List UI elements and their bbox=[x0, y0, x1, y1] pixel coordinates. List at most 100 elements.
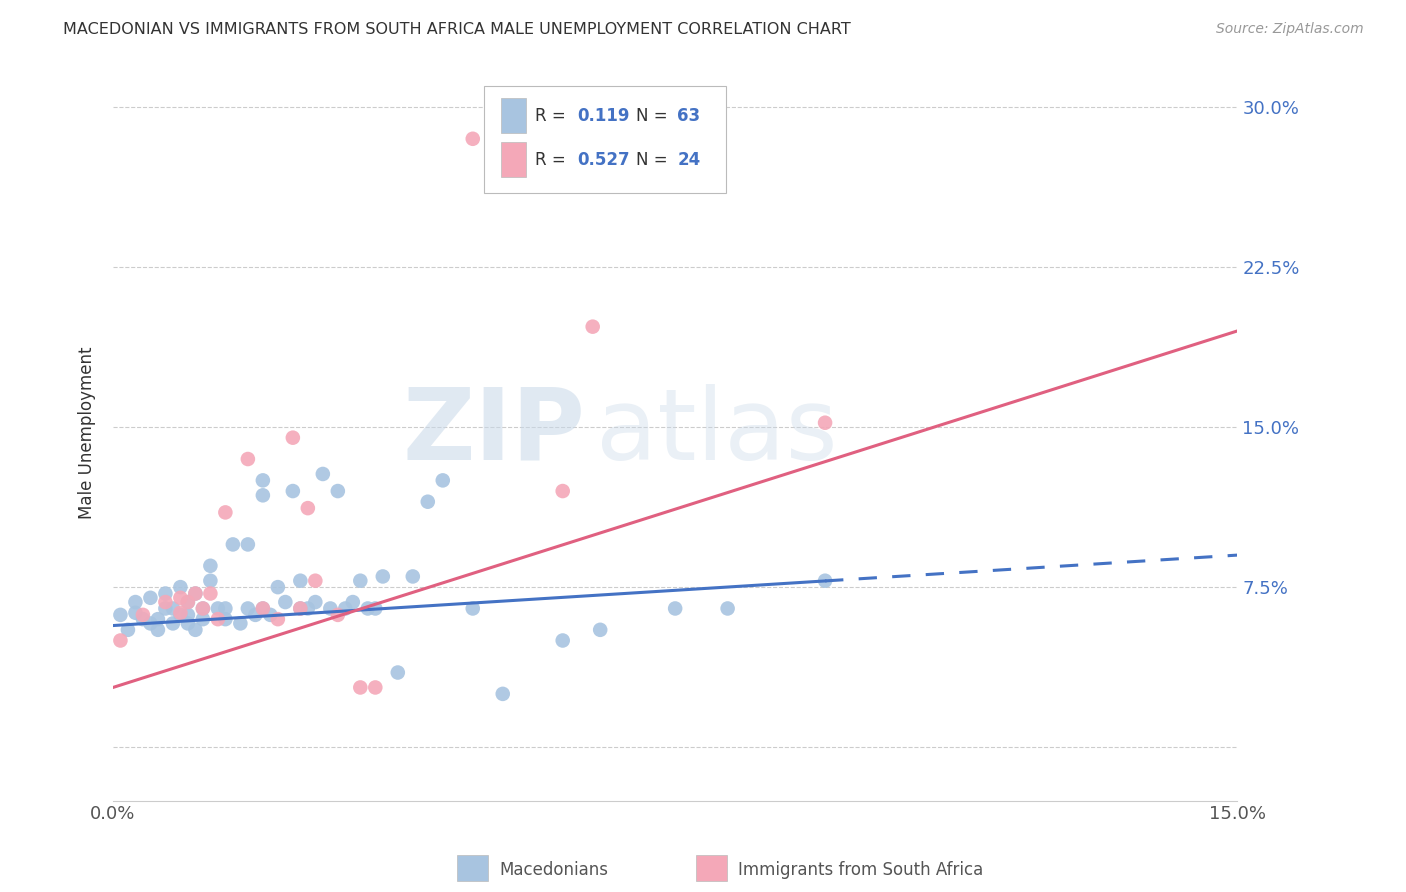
Point bbox=[169, 591, 191, 605]
Point bbox=[222, 537, 245, 551]
Point bbox=[139, 591, 162, 605]
Point bbox=[492, 687, 515, 701]
Point bbox=[364, 601, 387, 615]
Point bbox=[297, 601, 319, 615]
Point bbox=[110, 607, 132, 622]
FancyBboxPatch shape bbox=[501, 98, 526, 133]
FancyBboxPatch shape bbox=[484, 87, 725, 193]
Point bbox=[245, 607, 267, 622]
Point bbox=[281, 484, 304, 499]
Point bbox=[214, 505, 236, 519]
Text: 0.119: 0.119 bbox=[578, 107, 630, 125]
Point bbox=[402, 569, 425, 583]
Point bbox=[124, 595, 146, 609]
Point bbox=[177, 595, 200, 609]
Point bbox=[387, 665, 409, 680]
Text: N =: N = bbox=[636, 107, 672, 125]
Point bbox=[349, 681, 371, 695]
Text: 24: 24 bbox=[678, 151, 700, 169]
Point bbox=[214, 601, 236, 615]
Point bbox=[349, 574, 371, 588]
FancyBboxPatch shape bbox=[501, 142, 526, 178]
Point bbox=[132, 612, 155, 626]
Point bbox=[184, 623, 207, 637]
Point bbox=[155, 586, 177, 600]
Point bbox=[110, 633, 132, 648]
Text: Source: ZipAtlas.com: Source: ZipAtlas.com bbox=[1216, 22, 1364, 37]
Point bbox=[281, 431, 304, 445]
Point bbox=[155, 595, 177, 609]
Point bbox=[236, 601, 259, 615]
Point bbox=[177, 607, 200, 622]
Point bbox=[326, 484, 349, 499]
Point bbox=[416, 494, 439, 508]
Point bbox=[461, 601, 484, 615]
Point bbox=[229, 616, 252, 631]
Point bbox=[146, 612, 169, 626]
Text: 63: 63 bbox=[678, 107, 700, 125]
Point bbox=[319, 601, 342, 615]
Point bbox=[551, 633, 574, 648]
Point bbox=[297, 501, 319, 516]
Point bbox=[290, 601, 312, 615]
Text: atlas: atlas bbox=[596, 384, 838, 481]
Point bbox=[717, 601, 740, 615]
Point bbox=[357, 601, 380, 615]
Text: MACEDONIAN VS IMMIGRANTS FROM SOUTH AFRICA MALE UNEMPLOYMENT CORRELATION CHART: MACEDONIAN VS IMMIGRANTS FROM SOUTH AFRI… bbox=[63, 22, 851, 37]
Point bbox=[146, 623, 169, 637]
Point bbox=[200, 586, 222, 600]
Point bbox=[326, 607, 349, 622]
Text: R =: R = bbox=[534, 107, 571, 125]
Point bbox=[207, 601, 229, 615]
Point bbox=[207, 612, 229, 626]
Point bbox=[589, 623, 612, 637]
Text: R =: R = bbox=[534, 151, 571, 169]
Point bbox=[191, 601, 214, 615]
Point bbox=[814, 574, 837, 588]
Point bbox=[364, 681, 387, 695]
Point bbox=[551, 484, 574, 499]
Point bbox=[191, 601, 214, 615]
Point bbox=[312, 467, 335, 481]
Point bbox=[177, 595, 200, 609]
Point bbox=[252, 474, 274, 488]
Point bbox=[252, 488, 274, 502]
Point bbox=[582, 319, 605, 334]
Point bbox=[304, 595, 326, 609]
Point bbox=[259, 607, 281, 622]
Point bbox=[162, 616, 184, 631]
Point bbox=[162, 601, 184, 615]
Point bbox=[184, 586, 207, 600]
Point bbox=[304, 574, 326, 588]
Point bbox=[214, 612, 236, 626]
Point bbox=[184, 586, 207, 600]
Point bbox=[155, 601, 177, 615]
Text: Macedonians: Macedonians bbox=[499, 861, 609, 879]
Point bbox=[236, 452, 259, 467]
Point bbox=[290, 601, 312, 615]
Point bbox=[267, 580, 290, 594]
Point bbox=[139, 616, 162, 631]
Point bbox=[124, 606, 146, 620]
Point bbox=[335, 601, 357, 615]
Point bbox=[169, 607, 191, 622]
Point bbox=[117, 623, 139, 637]
Point bbox=[200, 574, 222, 588]
Point bbox=[169, 580, 191, 594]
Point bbox=[664, 601, 686, 615]
Point bbox=[169, 606, 191, 620]
Point bbox=[274, 595, 297, 609]
Y-axis label: Male Unemployment: Male Unemployment bbox=[79, 346, 96, 518]
Point bbox=[252, 601, 274, 615]
Point bbox=[236, 537, 259, 551]
Point bbox=[290, 574, 312, 588]
Point bbox=[252, 601, 274, 615]
Point bbox=[177, 616, 200, 631]
Point bbox=[814, 416, 837, 430]
Text: 0.527: 0.527 bbox=[578, 151, 630, 169]
Point bbox=[432, 474, 454, 488]
Point bbox=[342, 595, 364, 609]
Point bbox=[267, 612, 290, 626]
Point bbox=[191, 612, 214, 626]
Point bbox=[461, 132, 484, 146]
